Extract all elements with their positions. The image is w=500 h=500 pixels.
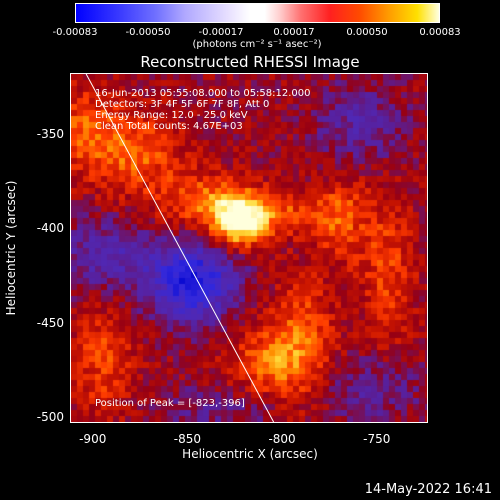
time-range-label: 16-Jun-2013 05:55:08.000 to 05:58:12.000 — [95, 88, 311, 99]
plot-overlay — [85, 74, 275, 422]
colorbar — [75, 3, 440, 23]
colorbar-units: (photons cm⁻² s⁻¹ asec⁻²) — [192, 39, 322, 50]
energy-range-label: Energy Range: 12.0 - 25.0 keV — [95, 110, 248, 121]
colorbar-tick-label: 0.00083 — [419, 27, 461, 38]
y-tick-label: -400 — [36, 221, 64, 236]
y-tick-label: -500 — [36, 410, 64, 425]
detectors-label: Detectors: 3F 4F 5F 6F 7F 8F, Att 0 — [95, 99, 270, 110]
colorbar-tick-label: 0.00050 — [346, 27, 388, 38]
colorbar-tick-label: -0.00017 — [198, 27, 244, 38]
heatmap-image — [71, 74, 427, 422]
y-axis-label: Heliocentric Y (arcsec) — [4, 180, 18, 316]
x-tick-label: -800 — [268, 432, 296, 446]
solar-limb-line — [85, 74, 275, 422]
plot-area: 16-Jun-2013 05:55:08.000 to 05:58:12.000… — [70, 73, 428, 423]
x-tick-label: -900 — [79, 432, 107, 446]
clean-counts-label: Clean Total counts: 4.67E+03 — [95, 121, 243, 132]
x-tick-label: -850 — [173, 432, 202, 446]
colorbar-tick-label: 0.00017 — [273, 27, 315, 38]
timestamp: 14-May-2022 16:41 — [364, 482, 492, 497]
x-tick-label: -750 — [363, 432, 391, 446]
peak-position-label: Position of Peak = [-823,-396] — [95, 398, 245, 409]
x-axis-label: Heliocentric X (arcsec) — [182, 447, 318, 461]
colorbar-tick-label: -0.00083 — [52, 27, 98, 38]
y-tick-label: -450 — [36, 315, 64, 330]
y-tick-label: -350 — [36, 126, 64, 141]
chart-title: Reconstructed RHESSI Image — [140, 53, 360, 71]
colorbar-tick-label: -0.00050 — [125, 27, 171, 38]
